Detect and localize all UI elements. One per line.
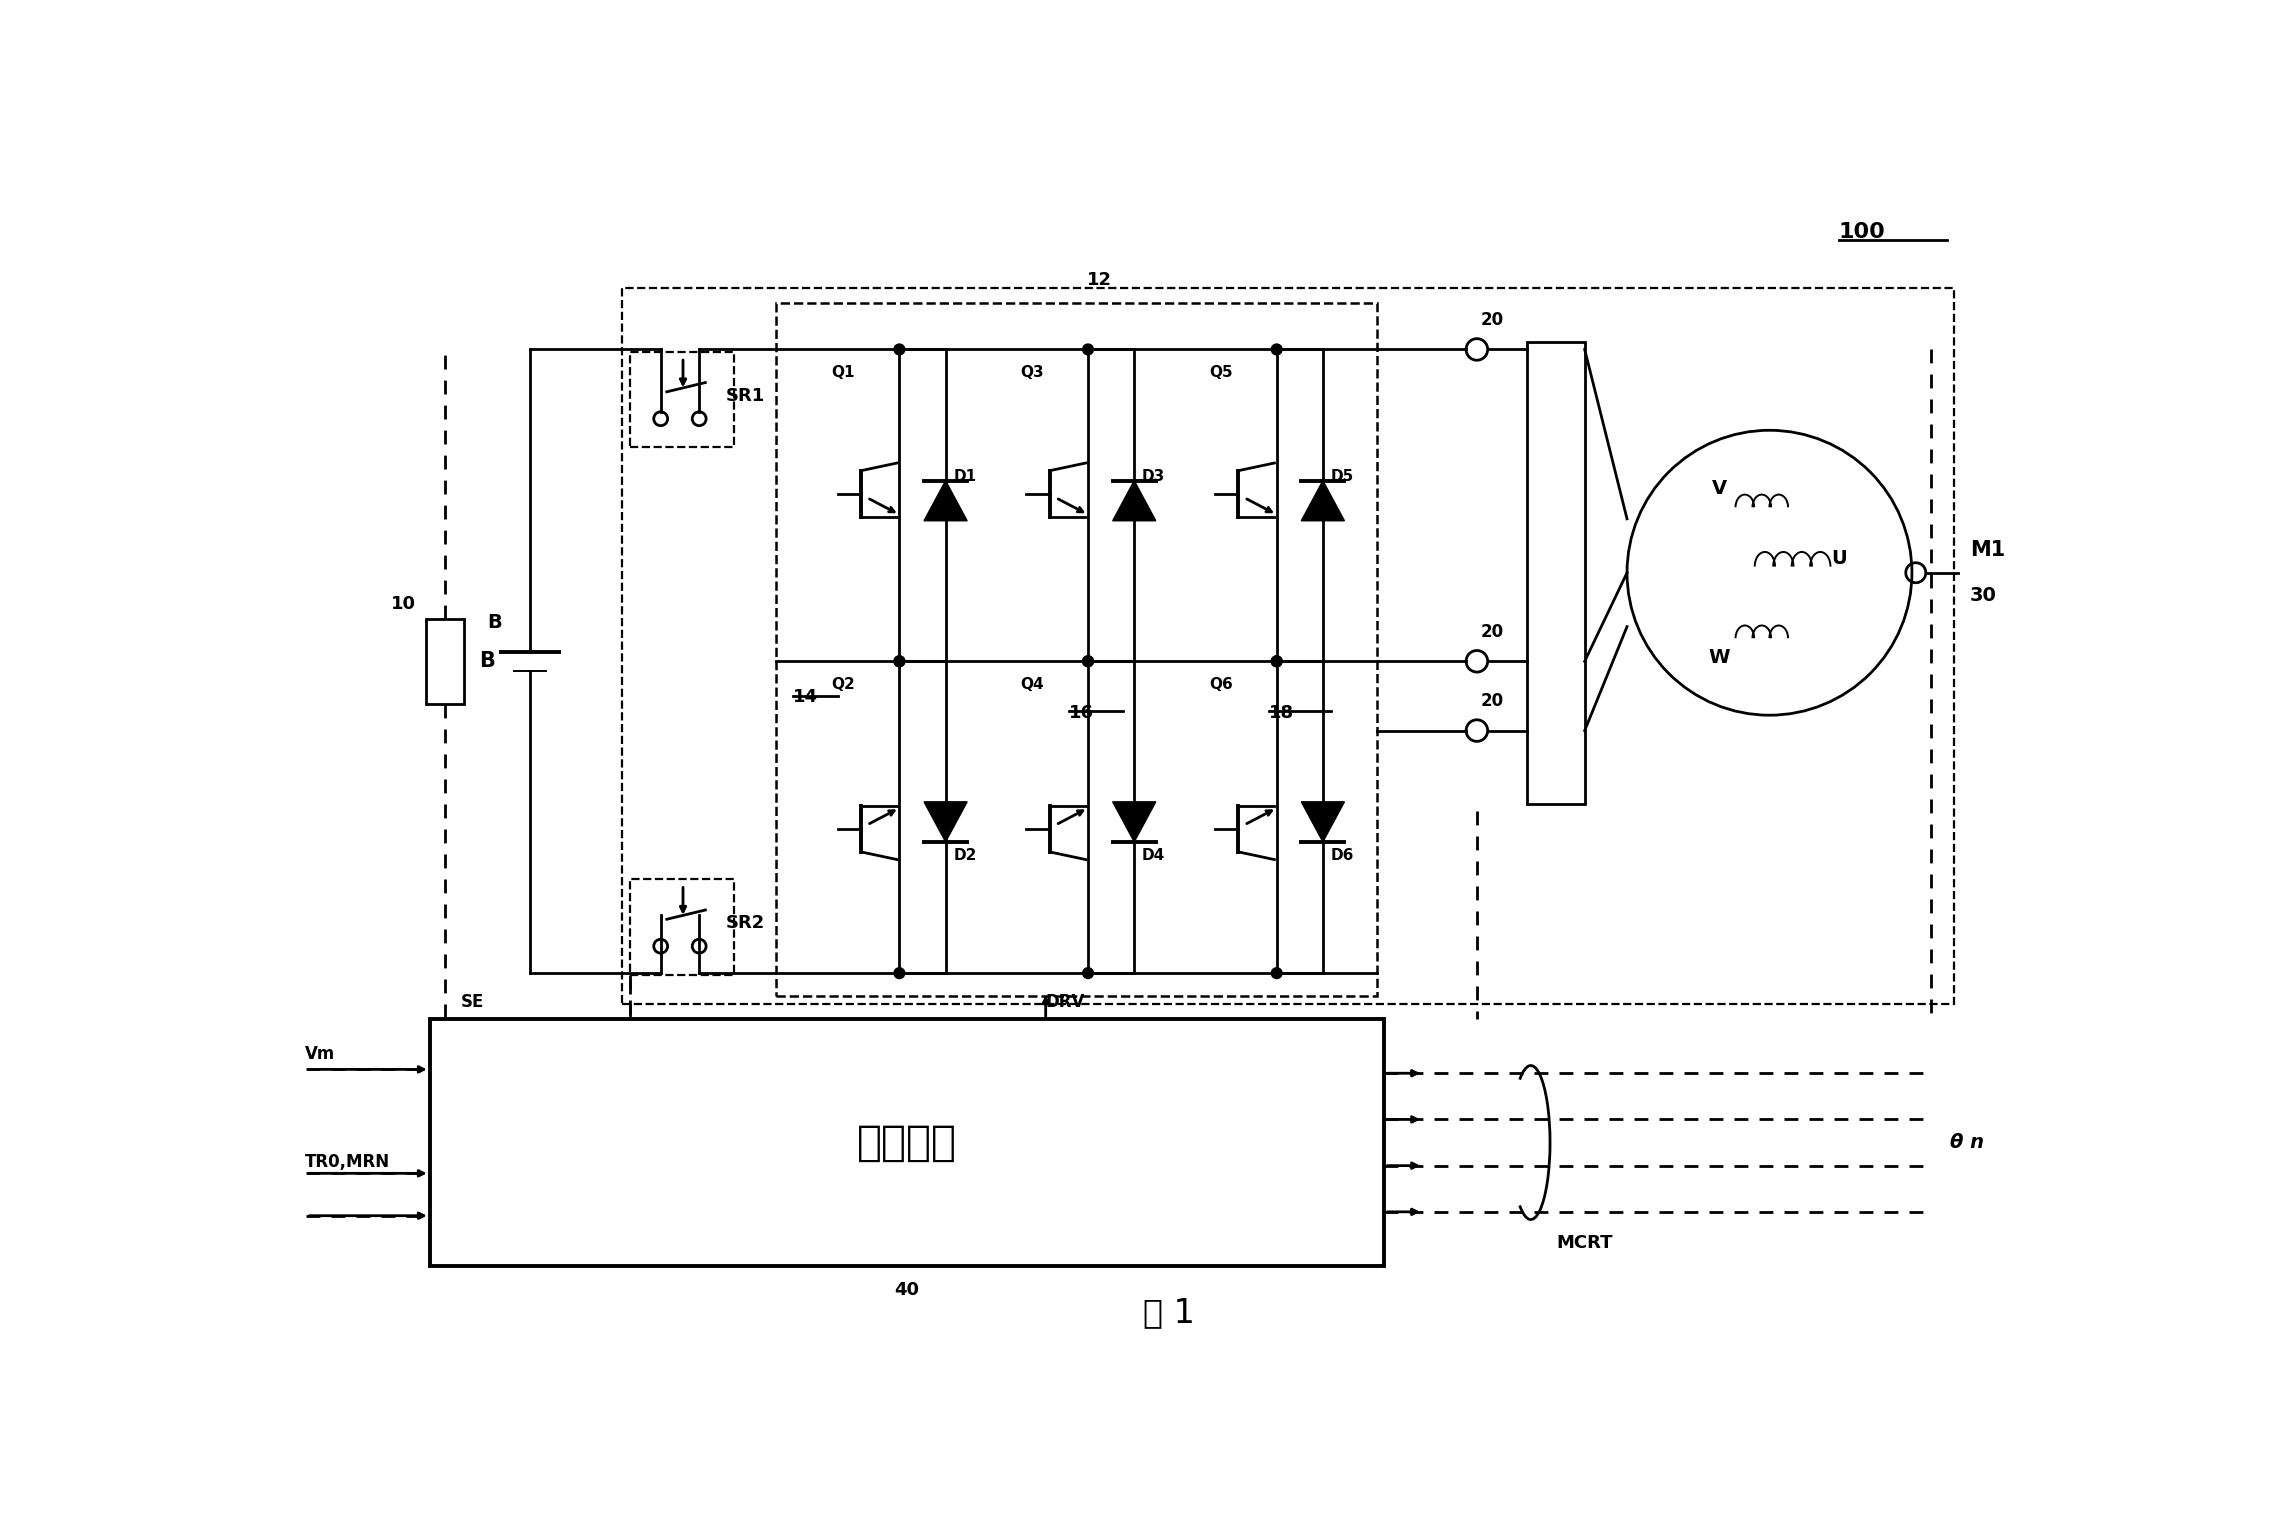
Text: D1: D1 xyxy=(954,470,977,484)
Text: Q5: Q5 xyxy=(1210,365,1233,380)
Circle shape xyxy=(1272,967,1283,978)
Text: 14: 14 xyxy=(792,688,817,707)
Text: 控制装置: 控制装置 xyxy=(856,1122,957,1163)
Text: 20: 20 xyxy=(1482,623,1504,641)
Circle shape xyxy=(895,343,904,356)
Circle shape xyxy=(1082,967,1094,978)
Text: D3: D3 xyxy=(1142,470,1164,484)
Text: SR1: SR1 xyxy=(726,386,765,404)
FancyBboxPatch shape xyxy=(429,1019,1383,1265)
Text: D4: D4 xyxy=(1142,848,1164,864)
Text: V: V xyxy=(1712,479,1726,497)
Text: U: U xyxy=(1831,549,1847,568)
Text: Q2: Q2 xyxy=(831,678,856,691)
Text: Q3: Q3 xyxy=(1021,365,1043,380)
Text: 20: 20 xyxy=(1482,311,1504,330)
Text: 40: 40 xyxy=(895,1282,920,1299)
Circle shape xyxy=(895,656,904,667)
Text: 100: 100 xyxy=(1838,223,1886,243)
Polygon shape xyxy=(1112,801,1155,842)
Text: Q4: Q4 xyxy=(1021,678,1043,691)
Circle shape xyxy=(1082,656,1094,667)
Polygon shape xyxy=(1301,801,1345,842)
Text: 16: 16 xyxy=(1068,703,1094,722)
Circle shape xyxy=(1272,343,1283,356)
Text: 12: 12 xyxy=(1087,272,1112,288)
Polygon shape xyxy=(925,481,968,520)
Circle shape xyxy=(895,967,904,978)
Text: D2: D2 xyxy=(954,848,977,864)
Text: B: B xyxy=(489,613,502,632)
Text: D5: D5 xyxy=(1331,470,1354,484)
Text: 图 1: 图 1 xyxy=(1144,1296,1194,1329)
FancyBboxPatch shape xyxy=(776,304,1377,996)
Polygon shape xyxy=(925,801,968,842)
Circle shape xyxy=(1272,656,1283,667)
Text: MCRT: MCRT xyxy=(1557,1233,1612,1251)
Text: M1: M1 xyxy=(1970,540,2004,560)
FancyBboxPatch shape xyxy=(630,353,733,447)
Text: θ n: θ n xyxy=(1950,1132,1984,1152)
Text: 20: 20 xyxy=(1482,693,1504,710)
Text: 30: 30 xyxy=(1970,586,1998,606)
Text: D6: D6 xyxy=(1331,848,1354,864)
Text: W: W xyxy=(1708,649,1731,667)
Circle shape xyxy=(895,656,904,667)
Text: 10: 10 xyxy=(390,595,416,612)
Text: TR0,MRN: TR0,MRN xyxy=(306,1152,390,1170)
Text: DRV: DRV xyxy=(1046,993,1084,1012)
Circle shape xyxy=(1082,343,1094,356)
Circle shape xyxy=(1082,656,1094,667)
Text: Q1: Q1 xyxy=(831,365,856,380)
Text: B: B xyxy=(479,652,495,671)
FancyBboxPatch shape xyxy=(1527,342,1584,804)
Text: 18: 18 xyxy=(1269,703,1294,722)
FancyBboxPatch shape xyxy=(427,620,463,703)
Polygon shape xyxy=(1112,481,1155,520)
Text: SE: SE xyxy=(461,993,484,1012)
Text: Q6: Q6 xyxy=(1210,678,1233,691)
Circle shape xyxy=(1272,656,1283,667)
Polygon shape xyxy=(1301,481,1345,520)
FancyBboxPatch shape xyxy=(630,879,733,975)
Text: Vm: Vm xyxy=(306,1045,336,1064)
FancyBboxPatch shape xyxy=(623,288,1954,1004)
Text: SR2: SR2 xyxy=(726,914,765,932)
